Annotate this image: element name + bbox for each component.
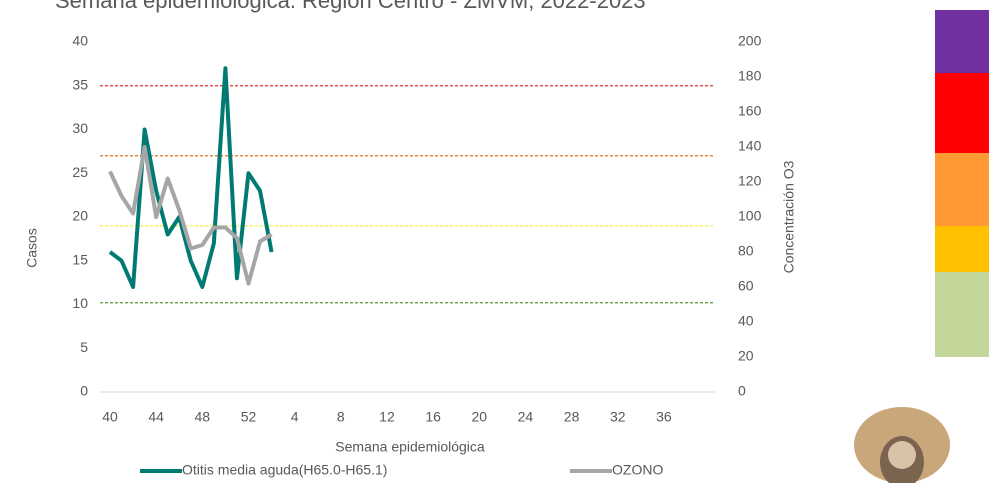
y-tick-label: 35: [72, 76, 88, 92]
y-tick-label: 0: [80, 383, 88, 399]
y-axis-title: Casos: [24, 228, 40, 268]
portrait: [854, 407, 950, 483]
y2-tick-label: 80: [738, 243, 754, 259]
chart-title: Semana epidemiológica. Región Centro - Z…: [55, 0, 646, 13]
y2-tick-label: 160: [738, 103, 762, 119]
y-tick-label: 5: [80, 339, 88, 355]
y2-tick-label: 140: [738, 138, 762, 154]
color-scale: [935, 10, 989, 357]
y-tick-label: 15: [72, 251, 88, 267]
y-tick-label: 40: [72, 33, 88, 49]
y2-tick-label: 60: [738, 278, 754, 294]
y-tick-label: 30: [72, 120, 88, 136]
scale-block: [935, 10, 989, 73]
y-tick-label: 20: [72, 208, 88, 224]
y2-tick-label: 120: [738, 173, 762, 189]
y2-axis-title: Concentración O3: [781, 160, 797, 273]
series-line: [108, 145, 273, 286]
y-tick-label: 25: [72, 164, 88, 180]
y-tick-label: 10: [72, 295, 88, 311]
x-axis-title: Semana epidemiológica: [335, 439, 485, 455]
y2-tick-label: 0: [738, 383, 746, 399]
x-tick-label: 52: [241, 409, 257, 425]
x-tick-label: 40: [102, 409, 118, 425]
x-tick-label: 16: [425, 409, 441, 425]
x-tick-label: 4: [291, 409, 299, 425]
x-tick-label: 28: [564, 409, 580, 425]
scale-block: [935, 153, 989, 226]
x-tick-label: 24: [518, 409, 534, 425]
scale-block: [935, 272, 989, 357]
y2-tick-label: 100: [738, 208, 762, 224]
x-tick-label: 44: [148, 409, 164, 425]
series-line: [108, 66, 274, 289]
y2-tick-label: 20: [738, 348, 754, 364]
scale-block: [935, 73, 989, 153]
y2-tick-label: 200: [738, 33, 762, 49]
x-tick-label: 36: [656, 409, 672, 425]
x-tick-label: 48: [195, 409, 211, 425]
x-tick-label: 12: [379, 409, 395, 425]
legend-label: Otitis media aguda(H65.0-H65.1): [182, 462, 387, 478]
x-tick-label: 20: [471, 409, 487, 425]
legend-label: OZONO: [612, 462, 663, 478]
scale-block: [935, 226, 989, 272]
x-tick-label: 32: [610, 409, 626, 425]
y2-tick-label: 40: [738, 313, 754, 329]
y2-tick-label: 180: [738, 68, 762, 84]
x-tick-label: 8: [337, 409, 345, 425]
